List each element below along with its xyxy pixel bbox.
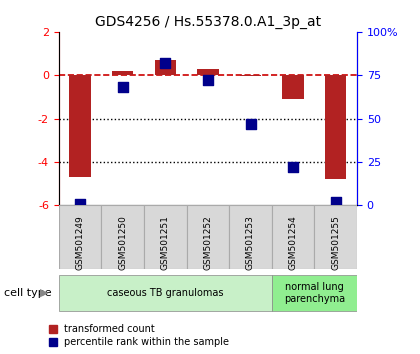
Text: caseous TB granulomas: caseous TB granulomas xyxy=(107,288,223,298)
Text: normal lung
parenchyma: normal lung parenchyma xyxy=(284,282,345,304)
Text: GSM501249: GSM501249 xyxy=(76,215,84,270)
Text: GSM501251: GSM501251 xyxy=(161,215,170,270)
FancyBboxPatch shape xyxy=(272,205,315,269)
Bar xyxy=(155,60,176,75)
Point xyxy=(162,60,169,66)
Legend: transformed count, percentile rank within the sample: transformed count, percentile rank withi… xyxy=(47,322,231,349)
FancyBboxPatch shape xyxy=(59,275,272,311)
Text: GSM501253: GSM501253 xyxy=(246,215,255,270)
FancyBboxPatch shape xyxy=(229,205,272,269)
Bar xyxy=(325,75,346,179)
Text: GSM501255: GSM501255 xyxy=(331,215,340,270)
FancyBboxPatch shape xyxy=(272,275,357,311)
FancyBboxPatch shape xyxy=(101,205,144,269)
Bar xyxy=(240,75,261,76)
Text: ▶: ▶ xyxy=(40,288,48,298)
Point xyxy=(77,201,84,206)
Text: GSM501252: GSM501252 xyxy=(203,215,213,270)
FancyBboxPatch shape xyxy=(186,205,229,269)
Point xyxy=(247,121,254,127)
Text: GSM501254: GSM501254 xyxy=(289,215,298,270)
FancyBboxPatch shape xyxy=(59,205,101,269)
Point xyxy=(205,78,211,83)
Bar xyxy=(197,69,218,75)
Bar xyxy=(112,71,134,75)
Bar xyxy=(282,75,304,99)
Point xyxy=(290,164,297,170)
Title: GDS4256 / Hs.55378.0.A1_3p_at: GDS4256 / Hs.55378.0.A1_3p_at xyxy=(95,16,321,29)
Point xyxy=(332,199,339,205)
Text: cell type: cell type xyxy=(4,288,52,298)
Bar xyxy=(69,75,91,177)
Text: GSM501250: GSM501250 xyxy=(118,215,127,270)
Point xyxy=(119,85,126,90)
FancyBboxPatch shape xyxy=(144,205,186,269)
FancyBboxPatch shape xyxy=(315,205,357,269)
